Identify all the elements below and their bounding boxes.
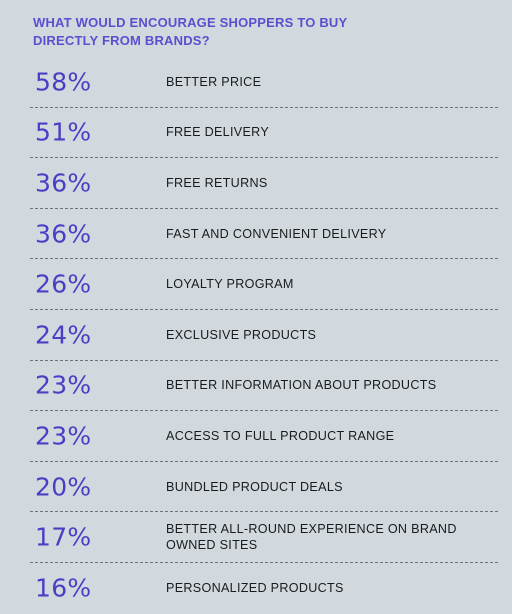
list-item: 20% BUNDLED PRODUCT DEALS <box>30 462 498 513</box>
list-item: 26% LOYALTY PROGRAM <box>30 259 498 310</box>
percent-value: 20% <box>35 472 92 502</box>
percent-value: 23% <box>35 421 92 451</box>
item-label: FAST AND CONVENIENT DELIVERY <box>166 226 387 241</box>
results-list: 58% BETTER PRICE 51% FREE DELIVERY 36% F… <box>30 57 498 614</box>
percent-value: 24% <box>35 320 92 350</box>
item-label: BETTER PRICE <box>166 74 262 89</box>
list-item: 23% BETTER INFORMATION ABOUT PRODUCTS <box>30 361 498 412</box>
item-label: BUNDLED PRODUCT DEALS <box>166 479 343 494</box>
list-item: 23% ACCESS TO FULL PRODUCT RANGE <box>30 411 498 462</box>
list-item: 17% BETTER ALL-ROUND EXPERIENCE ON BRAND… <box>30 512 498 563</box>
item-label: EXCLUSIVE PRODUCTS <box>166 327 317 342</box>
item-label: PERSONALIZED PRODUCTS <box>166 581 344 596</box>
item-label: LOYALTY PROGRAM <box>166 277 294 292</box>
item-label: FREE DELIVERY <box>166 125 270 140</box>
chart-title: WHAT WOULD ENCOURAGE SHOPPERS TO BUY DIR… <box>33 15 348 48</box>
item-label: BETTER ALL-ROUND EXPERIENCE ON BRAND OWN… <box>166 522 457 553</box>
list-item: 24% EXCLUSIVE PRODUCTS <box>30 310 498 361</box>
item-label: BETTER INFORMATION ABOUT PRODUCTS <box>166 378 437 393</box>
percent-value: 36% <box>35 168 92 198</box>
percent-value: 58% <box>35 67 92 97</box>
percent-value: 16% <box>35 573 92 603</box>
list-item: 16% PERSONALIZED PRODUCTS <box>30 563 498 614</box>
item-label: ACCESS TO FULL PRODUCT RANGE <box>166 428 395 443</box>
list-item: 36% FREE RETURNS <box>30 158 498 209</box>
list-item: 51% FREE DELIVERY <box>30 108 498 159</box>
percent-value: 17% <box>35 522 92 552</box>
percent-value: 26% <box>35 269 92 299</box>
percent-value: 51% <box>35 117 92 147</box>
list-item: 58% BETTER PRICE <box>30 57 498 108</box>
item-label: FREE RETURNS <box>166 175 268 190</box>
percent-value: 36% <box>35 219 92 249</box>
list-item: 36% FAST AND CONVENIENT DELIVERY <box>30 209 498 260</box>
percent-value: 23% <box>35 370 92 400</box>
